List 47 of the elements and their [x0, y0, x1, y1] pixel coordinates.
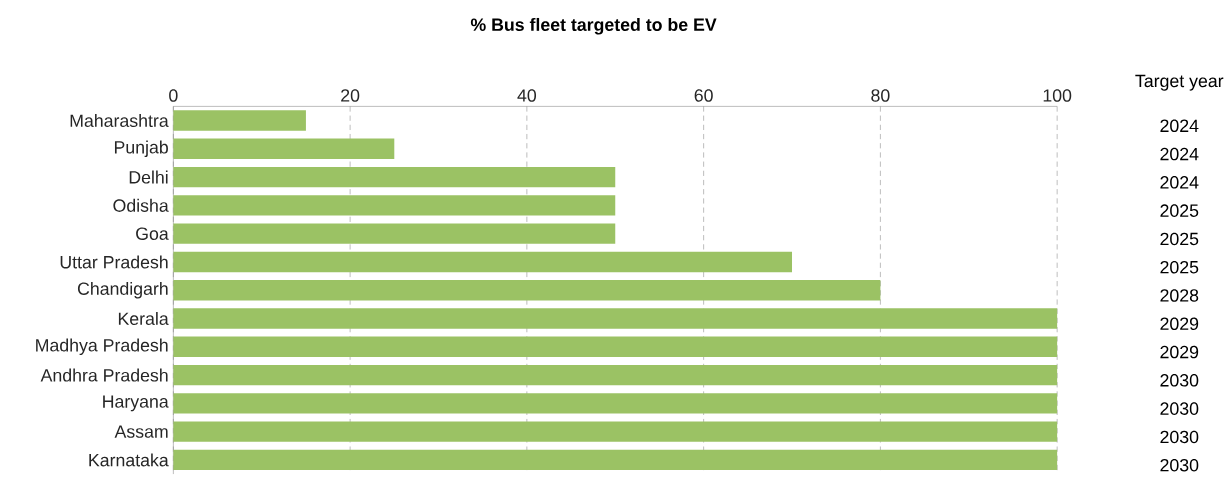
- bar: [173, 336, 1058, 358]
- bar: [173, 223, 616, 245]
- text: 2024: [1160, 119, 1199, 133]
- y-tick-label: Kerala: [118, 312, 169, 326]
- y-tick-label: Assam: [114, 425, 168, 439]
- bar: [173, 421, 1058, 443]
- x-tick-label: 0: [169, 89, 178, 102]
- bar: [173, 110, 306, 131]
- chart-title: % Bus fleet targeted to be EV: [470, 18, 717, 35]
- text: 2030: [1160, 430, 1199, 444]
- y-tick-label: Odisha: [113, 199, 169, 213]
- x-tick-label: 40: [517, 89, 537, 102]
- bar: [173, 251, 793, 273]
- y-tick-label: Karnataka: [89, 453, 169, 467]
- text: 2024: [1160, 176, 1199, 189]
- y-tick-label: Maharashtra: [70, 114, 169, 128]
- text: 2030: [1160, 459, 1199, 472]
- text: 2025: [1160, 232, 1199, 246]
- y-tick-label: Andhra Pradesh: [40, 368, 168, 382]
- y-tick-label: Haryana: [103, 395, 169, 412]
- x-tick-label: 80: [871, 89, 890, 102]
- y-tick-label: Delhi: [129, 170, 168, 184]
- bar: [173, 393, 1058, 414]
- text: 2025: [1160, 261, 1199, 274]
- x-tick-label: 60: [694, 89, 713, 102]
- x-tick-label: 20: [341, 89, 360, 102]
- bar: [173, 138, 395, 160]
- x-tick-label: 100: [1043, 89, 1072, 102]
- text: 2029: [1160, 317, 1199, 331]
- text: 2025: [1160, 204, 1199, 218]
- y-tick-label: Chandigarh: [77, 282, 168, 299]
- y-tick-label: Uttar Pradesh: [60, 255, 168, 269]
- y-tick-label: Madhya Pradesh: [36, 338, 168, 356]
- bar: [173, 167, 616, 188]
- text: 2029: [1160, 346, 1199, 359]
- text: 2030: [1160, 374, 1199, 387]
- bar: [173, 280, 881, 301]
- bar: [173, 365, 1058, 386]
- bar: [173, 308, 1058, 329]
- bar: [173, 449, 1058, 471]
- y-tick-label: Punjab: [114, 140, 168, 158]
- text: Target year: [1135, 75, 1224, 91]
- text: 2024: [1160, 148, 1199, 161]
- text: 2030: [1160, 402, 1199, 416]
- text: 2028: [1160, 289, 1199, 302]
- y-tick-label: Goa: [136, 227, 169, 241]
- bar: [173, 195, 616, 216]
